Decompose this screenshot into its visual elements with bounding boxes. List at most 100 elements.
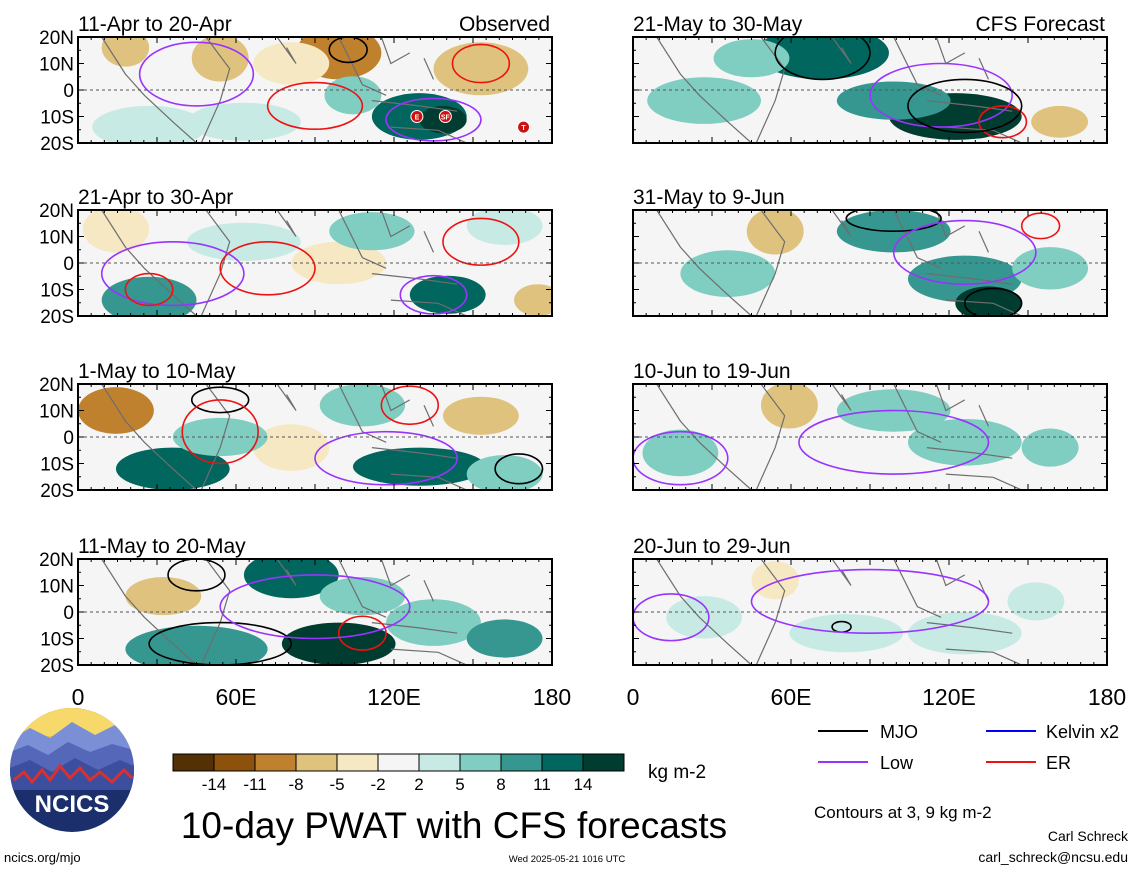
pwat-anomaly-blob <box>101 37 150 67</box>
pwat-anomaly-blob <box>386 599 481 646</box>
coastline <box>371 447 458 459</box>
colorbar-tick-label: -14 <box>202 775 227 794</box>
legend-label-low: Low <box>880 753 914 773</box>
panel-period-title: 11-May to 20-May <box>78 535 246 558</box>
wave-marker-label: SF <box>441 115 451 122</box>
coastline <box>831 559 852 586</box>
wave-contour <box>138 41 255 107</box>
wave-contour <box>442 217 520 266</box>
coastline <box>338 384 387 443</box>
pwat-anomaly-blob <box>836 81 951 120</box>
longitude-tick-label: 120E <box>922 684 976 710</box>
timestamp: Wed 2025-05-21 1016 UTC <box>509 854 626 865</box>
panel-source-label: CFS Forecast <box>975 13 1105 36</box>
coastline <box>371 273 458 285</box>
pwat-anomaly-blob <box>442 396 519 435</box>
coastline <box>276 559 297 586</box>
wave-contour <box>964 287 1023 316</box>
coastline <box>371 100 458 112</box>
wave-contour <box>219 574 411 640</box>
latitude-tick-label: 10N <box>39 577 74 598</box>
longitude-tick-label: 0 <box>72 684 85 710</box>
wave-marker <box>517 120 531 134</box>
wave-contour <box>798 409 990 475</box>
wave-contour <box>869 62 1013 128</box>
map-panel: 31-May to 9-Jun <box>632 186 1108 317</box>
coastline <box>893 37 942 96</box>
coastline <box>380 37 411 65</box>
colorbar-tick-label: -5 <box>329 775 344 794</box>
latitude-tick-label: 10S <box>40 108 74 129</box>
coastline <box>831 37 852 64</box>
latitude-tick-label: 0 <box>63 254 74 275</box>
coastline <box>945 126 1022 143</box>
wave-contour <box>845 210 942 232</box>
pwat-anomaly-blob <box>172 417 268 457</box>
map-panel: 11-Apr to 20-Apr Observed 20N 10N 0 10S 20S <box>39 13 553 155</box>
legend-label-er: ER <box>1046 753 1071 773</box>
coastline <box>926 447 1013 459</box>
coastline <box>755 37 786 143</box>
wave-contour <box>978 105 1028 139</box>
colorbar-swatch <box>254 753 297 772</box>
wave-contour <box>190 386 250 414</box>
legend-label-kelvin: Kelvin x2 <box>1046 722 1119 742</box>
colorbar-swatch <box>377 753 420 772</box>
wave-contour <box>633 430 729 486</box>
wave-contour <box>328 37 368 64</box>
wave-contour <box>337 615 387 651</box>
coastline <box>338 559 387 618</box>
coastline <box>101 37 197 143</box>
latitude-tick-label: 20N <box>39 201 74 222</box>
colorbar-swatch <box>213 753 256 772</box>
coastline <box>276 384 297 411</box>
coastline <box>101 210 197 316</box>
wave-contour <box>167 559 226 592</box>
latitude-tick-label: 10N <box>39 55 74 76</box>
latitude-tick-label: 10N <box>39 228 74 249</box>
coastline <box>935 559 966 587</box>
longitude-tick-label: 60E <box>771 684 812 710</box>
colorbar-swatch <box>459 753 502 772</box>
pwat-anomaly-blob <box>253 42 330 85</box>
coastline <box>423 404 435 427</box>
panel-period-title: 10-Jun to 19-Jun <box>633 360 791 383</box>
pwat-anomaly-blob <box>466 210 543 245</box>
coastline <box>423 230 435 253</box>
latitude-tick-label: 20N <box>39 375 74 396</box>
coastline <box>656 210 752 316</box>
pwat-anomaly-blob <box>466 455 543 490</box>
coastline <box>423 579 435 602</box>
colorbar-tick-label: -11 <box>243 775 266 794</box>
coastline <box>101 384 197 490</box>
pwat-anomaly-blob <box>756 37 889 80</box>
coastline <box>978 57 990 80</box>
colorbar-swatch <box>582 753 625 772</box>
pwat-anomaly-blob <box>324 76 382 115</box>
wave-contour <box>314 430 458 486</box>
coastline <box>978 404 990 427</box>
coastline <box>276 210 297 237</box>
pwat-anomaly-blob <box>746 210 804 255</box>
wave-contour <box>892 219 1037 285</box>
colorbar-tick-label: 8 <box>496 775 505 794</box>
pwat-anomaly-blob <box>78 387 154 434</box>
contours-note: Contours at 3, 9 kg m-2 <box>814 803 992 822</box>
coastline <box>926 622 1013 634</box>
latitude-tick-label: 20N <box>39 550 74 571</box>
pwat-anomaly-blob <box>466 619 543 658</box>
website-url: ncics.org/mjo <box>4 850 81 865</box>
coastline <box>380 559 411 587</box>
coastline <box>926 100 1013 112</box>
coastline <box>945 473 1022 490</box>
colorbar-tick-label: -2 <box>370 775 385 794</box>
latitude-tick-label: 10S <box>40 281 74 302</box>
longitude-tick-label: 0 <box>627 684 640 710</box>
coastline <box>935 210 966 238</box>
longitude-tick-label: 180 <box>1088 684 1126 710</box>
colorbar-tick-label: 2 <box>414 775 423 794</box>
wave-marker-label: T <box>521 125 526 132</box>
pwat-anomaly-blob <box>319 577 406 616</box>
map-panel: 10-Jun to 19-Jun <box>632 360 1108 491</box>
coastline <box>831 384 852 411</box>
